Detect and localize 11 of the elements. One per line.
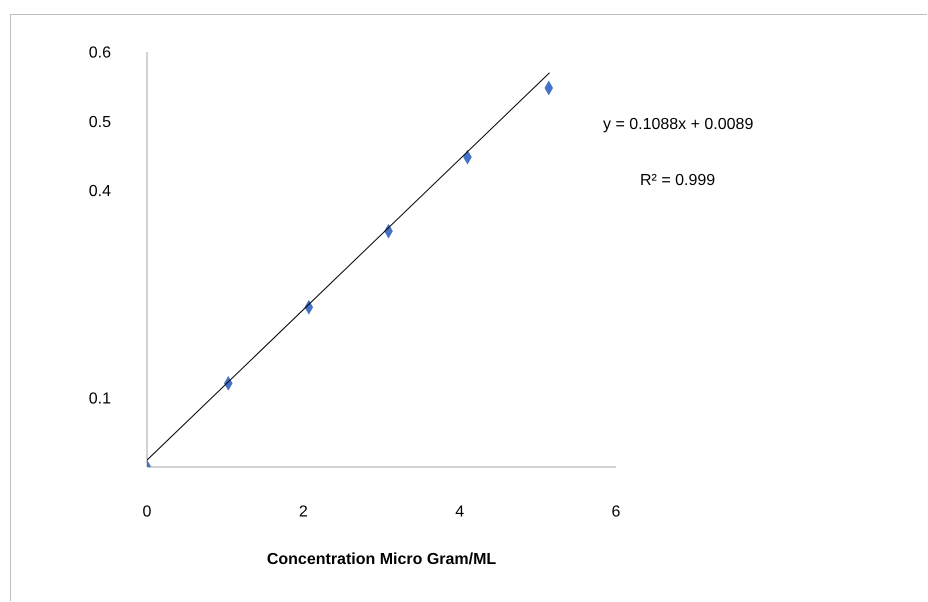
text: R² = 0.999 bbox=[640, 172, 716, 190]
y-tick-label: 0.4 bbox=[88, 183, 112, 200]
x-axis-title: Concentration Micro Gram/ML bbox=[266, 551, 496, 568]
y-tick-label: 0.6 bbox=[88, 44, 112, 62]
y-tick-label: 0.1 bbox=[88, 390, 112, 408]
x-tick-label: 2 bbox=[298, 503, 308, 520]
annotation: y = 0.1088x + 0.0089 bbox=[603, 116, 754, 134]
x-tick-label: 4 bbox=[455, 503, 464, 520]
x-tick-label: 6 bbox=[612, 503, 621, 520]
x-tick-label: 0 bbox=[142, 503, 152, 520]
y-tick-label: 0.5 bbox=[88, 114, 112, 131]
